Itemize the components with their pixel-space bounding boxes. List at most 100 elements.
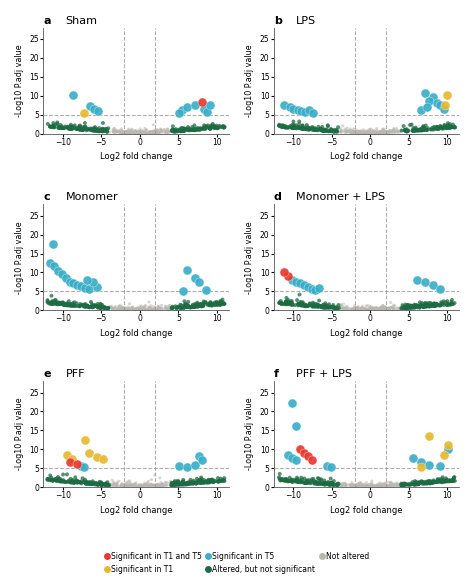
Point [350, 305, 357, 314]
Point [151, 481, 159, 490]
Point [47, 475, 55, 485]
Point [216, 121, 223, 130]
Point [374, 480, 382, 489]
Point [311, 285, 319, 295]
Point [378, 305, 385, 314]
Point [132, 479, 139, 488]
Point [216, 476, 224, 485]
Point [298, 124, 306, 134]
Point [380, 480, 388, 489]
Point [136, 481, 143, 490]
Point [374, 305, 382, 314]
Point [206, 478, 214, 487]
Point [142, 129, 150, 138]
Point [84, 302, 92, 311]
Point [93, 124, 101, 134]
Point [140, 482, 148, 491]
Point [366, 129, 374, 138]
Point [113, 481, 120, 490]
Point [146, 303, 154, 312]
Point [327, 126, 335, 135]
Point [151, 306, 159, 315]
Point [413, 126, 420, 135]
Point [403, 301, 411, 310]
Point [398, 304, 405, 313]
Point [214, 474, 222, 483]
Point [442, 477, 450, 486]
Point [292, 477, 300, 486]
Point [314, 479, 322, 488]
Point [196, 125, 204, 134]
Point [55, 123, 63, 132]
Point [437, 122, 445, 131]
Point [420, 302, 428, 312]
Point [123, 478, 130, 487]
Point [347, 482, 355, 491]
Point [48, 299, 56, 308]
Point [162, 481, 169, 490]
Point [378, 481, 385, 490]
Point [151, 482, 158, 491]
Point [437, 301, 444, 310]
Point [66, 300, 73, 309]
Point [425, 431, 433, 440]
Point [382, 129, 389, 138]
Point [352, 481, 360, 490]
Point [138, 303, 146, 313]
Point [414, 479, 421, 489]
Point [385, 305, 392, 314]
Point [383, 127, 391, 137]
Point [196, 478, 204, 488]
Point [191, 302, 199, 311]
Point [57, 123, 65, 133]
Point [63, 450, 70, 460]
Point [187, 126, 194, 135]
Point [393, 479, 401, 488]
Point [444, 296, 451, 306]
Point [302, 302, 310, 311]
Point [184, 479, 192, 488]
Point [356, 127, 363, 137]
Point [392, 304, 400, 313]
Point [406, 120, 414, 130]
Point [111, 127, 119, 136]
Point [347, 126, 355, 135]
Point [59, 298, 67, 307]
Point [365, 480, 373, 489]
Point [133, 128, 140, 137]
Point [386, 478, 394, 488]
Point [137, 305, 145, 314]
Point [444, 477, 451, 486]
Point [358, 129, 366, 138]
Point [64, 300, 71, 309]
Point [446, 476, 454, 485]
Point [414, 126, 421, 135]
Point [88, 299, 96, 309]
Point [131, 305, 138, 314]
Point [100, 127, 108, 136]
Point [358, 305, 365, 314]
Point [154, 129, 162, 138]
Point [214, 123, 222, 133]
Point [120, 127, 128, 137]
Point [192, 479, 200, 488]
Point [65, 124, 73, 133]
Point [193, 302, 201, 311]
Point [383, 481, 391, 490]
Point [55, 477, 63, 486]
Point [357, 305, 365, 314]
Point [214, 477, 222, 486]
Point [139, 129, 147, 138]
Point [179, 127, 186, 136]
Point [316, 478, 324, 488]
Point [178, 126, 186, 135]
Point [417, 126, 424, 135]
Point [410, 125, 417, 134]
Point [412, 301, 420, 310]
Point [345, 127, 353, 136]
Point [133, 482, 141, 492]
Point [179, 477, 187, 486]
Point [91, 125, 99, 134]
Point [324, 122, 332, 131]
Point [104, 480, 111, 489]
